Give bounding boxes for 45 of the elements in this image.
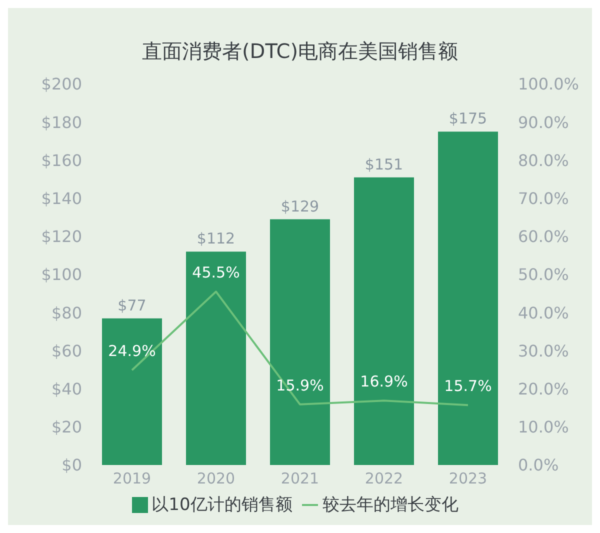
bar: [102, 318, 162, 465]
y-tick-label: $40: [51, 379, 82, 398]
y2-tick-label: 50.0%: [518, 265, 569, 284]
y2-tick-label: 60.0%: [518, 227, 569, 246]
y2-tick-label: 30.0%: [518, 341, 569, 360]
y-tick-label: $60: [51, 341, 82, 360]
data-label: $151: [364, 155, 404, 174]
y-tick-label: $120: [41, 227, 82, 246]
y2-tick-label: 20.0%: [518, 379, 569, 398]
data-label: $77: [118, 296, 146, 314]
y2-tick-label: 70.0%: [518, 188, 569, 208]
y2-tick-label: 10.0%: [518, 418, 569, 437]
y2-tick-label: 90.0%: [518, 112, 569, 132]
y-tick-label: $0: [62, 456, 82, 475]
x-tick-label: 2020: [196, 470, 236, 488]
data-label: $129: [280, 197, 320, 216]
x-tick-label: 2021: [280, 470, 320, 488]
data-label: $175: [448, 110, 488, 128]
bar: [270, 219, 330, 465]
data-label: 15.7%: [444, 377, 492, 396]
y2-tick-label: 100.0%: [518, 74, 580, 94]
chart-title: 直面消费者(DTC)电商在美国销售额: [140, 38, 459, 65]
bar: [186, 252, 246, 465]
x-tick-label: 2019: [112, 470, 152, 488]
y2-tick-label: 80.0%: [518, 150, 569, 170]
y-tick-label: $80: [51, 303, 82, 322]
x-tick-label: 2022: [364, 470, 404, 488]
x-tick-label: 2023: [448, 470, 488, 488]
data-label: 45.5%: [192, 264, 240, 282]
data-label: 16.9%: [360, 372, 408, 391]
y-tick-label: $20: [51, 418, 82, 437]
y2-tick-label: 40.0%: [518, 303, 569, 322]
legend-label: 较去年的增长变化: [322, 495, 458, 515]
y-tick-label: $160: [41, 150, 82, 170]
y-tick-label: $100: [41, 265, 82, 284]
y-tick-label: $180: [41, 112, 82, 132]
y-tick-label: $200: [41, 74, 82, 94]
y-tick-label: $140: [41, 188, 82, 208]
legend-label: 以10亿计的销售额: [152, 495, 292, 515]
data-label: 24.9%: [108, 342, 156, 360]
data-label: $112: [196, 230, 236, 248]
bar: [354, 177, 414, 465]
data-label: 15.9%: [276, 376, 324, 394]
bar: [438, 132, 498, 465]
y2-tick-label: 0.0%: [518, 456, 559, 475]
